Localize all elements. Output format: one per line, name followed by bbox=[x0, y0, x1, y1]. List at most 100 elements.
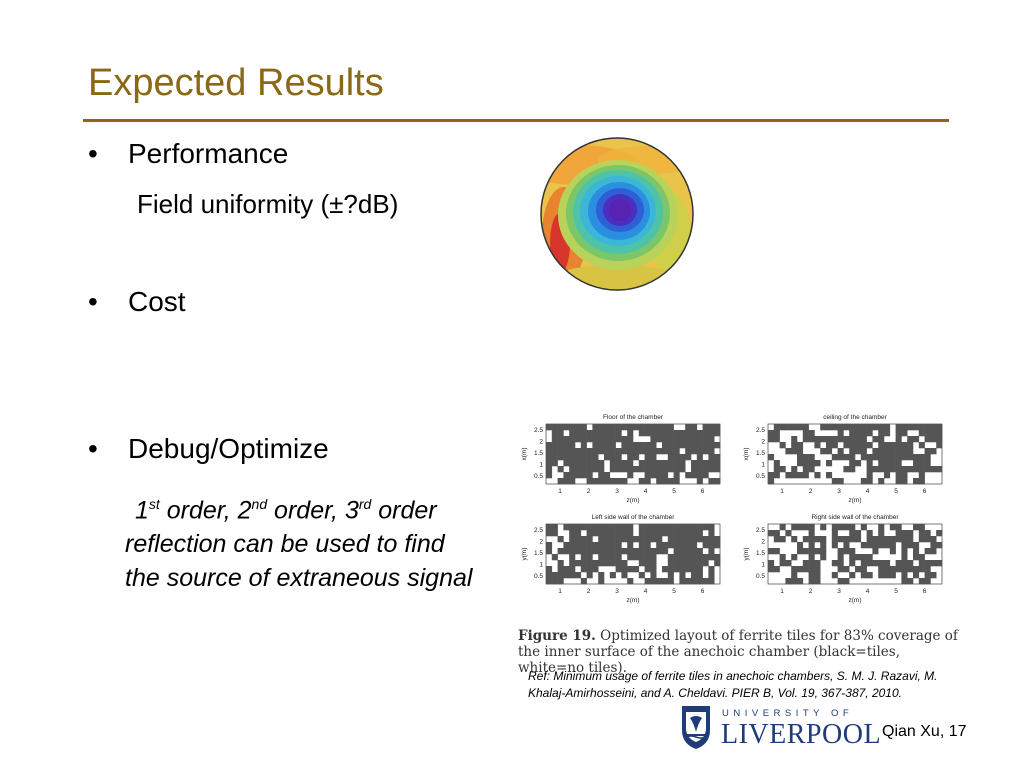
tile-cell bbox=[667, 478, 674, 485]
tile-cell bbox=[650, 436, 657, 443]
tile-cell bbox=[878, 566, 885, 573]
tile-cell bbox=[609, 454, 616, 461]
tile-cell bbox=[855, 536, 862, 543]
tile-cell bbox=[936, 430, 943, 437]
tile-cell bbox=[797, 566, 804, 573]
tile-cell bbox=[773, 566, 780, 573]
tile-cell bbox=[814, 578, 821, 585]
tile-cell bbox=[673, 560, 680, 567]
tile-cell bbox=[872, 466, 879, 473]
tile-cell bbox=[696, 442, 703, 449]
tile-cell bbox=[849, 554, 856, 561]
tile-cell bbox=[685, 542, 692, 549]
tile-cell bbox=[708, 566, 715, 573]
tile-cell bbox=[714, 466, 721, 473]
tile-cell bbox=[621, 524, 628, 531]
tile-cell bbox=[621, 466, 628, 473]
tile-cell bbox=[773, 460, 780, 467]
tile-cell bbox=[598, 448, 605, 455]
tile-cell bbox=[638, 442, 645, 449]
tile-cell bbox=[650, 524, 657, 531]
y-tick-label: 1.5 bbox=[534, 450, 543, 457]
tile-cell bbox=[656, 542, 663, 549]
tile-cell bbox=[860, 424, 867, 431]
tile-cell bbox=[546, 530, 553, 537]
tile-cell bbox=[679, 524, 686, 531]
x-tick-label: 5 bbox=[894, 488, 898, 495]
tile-cell bbox=[924, 578, 931, 585]
tile-cell bbox=[627, 524, 634, 531]
tile-cell bbox=[866, 472, 873, 479]
tile-cell bbox=[866, 442, 873, 449]
tile-cell bbox=[691, 548, 698, 555]
tile-cell bbox=[551, 572, 558, 579]
tile-cell bbox=[673, 554, 680, 561]
tile-cell bbox=[633, 442, 640, 449]
tile-cell bbox=[936, 436, 943, 443]
tile-cell bbox=[918, 472, 925, 479]
tile-cell bbox=[662, 448, 669, 455]
tile-cell bbox=[930, 548, 937, 555]
tile-cell bbox=[714, 478, 721, 485]
note-line-1: 1st order, 2nd order, 3rd order bbox=[135, 496, 437, 525]
tile-cell bbox=[901, 572, 908, 579]
tile-cell bbox=[604, 454, 611, 461]
tile-cell bbox=[849, 436, 856, 443]
tile-cell bbox=[889, 524, 896, 531]
tile-cell bbox=[621, 460, 628, 467]
tile-cell bbox=[884, 460, 891, 467]
tile-cell bbox=[779, 536, 786, 543]
tile-cell bbox=[609, 560, 616, 567]
tile-cell bbox=[575, 424, 582, 431]
tile-cell bbox=[662, 548, 669, 555]
tile-cell bbox=[696, 530, 703, 537]
tile-cell bbox=[569, 548, 576, 555]
tile-cell bbox=[872, 536, 879, 543]
x-tick-label: 3 bbox=[615, 488, 619, 495]
tile-cell bbox=[644, 536, 651, 543]
tile-cell bbox=[866, 424, 873, 431]
tile-cell bbox=[679, 454, 686, 461]
tile-cell bbox=[644, 460, 651, 467]
tile-cell bbox=[837, 566, 844, 573]
tile-cell bbox=[802, 524, 809, 531]
tile-cell bbox=[557, 466, 564, 473]
y-tick-label: 2 bbox=[539, 439, 543, 446]
tile-cell bbox=[569, 478, 576, 485]
tile-cell bbox=[580, 560, 587, 567]
y-tick-label: 1 bbox=[539, 562, 543, 569]
tile-cell bbox=[615, 524, 622, 531]
tile-cell bbox=[702, 524, 709, 531]
tile-cell bbox=[667, 424, 674, 431]
tile-cell bbox=[685, 530, 692, 537]
tile-cell bbox=[557, 454, 564, 461]
tile-cell bbox=[598, 466, 605, 473]
tile-cell bbox=[546, 424, 553, 431]
tile-cell bbox=[866, 572, 873, 579]
tile-cell bbox=[586, 454, 593, 461]
tile-cell bbox=[569, 436, 576, 443]
tile-cell bbox=[546, 566, 553, 573]
x-tick-label: 4 bbox=[866, 488, 870, 495]
tile-cell bbox=[691, 566, 698, 573]
tile-cell bbox=[569, 530, 576, 537]
tile-cell bbox=[860, 430, 867, 437]
tile-cell bbox=[656, 472, 663, 479]
note-line-3: the source of extraneous signal bbox=[125, 564, 473, 593]
x-tick-label: 6 bbox=[701, 488, 705, 495]
caption-label: Figure 19. bbox=[518, 628, 596, 644]
tile-cell bbox=[837, 554, 844, 561]
tile-cell bbox=[901, 430, 908, 437]
tile-cell bbox=[546, 460, 553, 467]
tile-cell bbox=[551, 524, 558, 531]
tile-cell bbox=[604, 442, 611, 449]
tile-cell bbox=[895, 560, 902, 567]
tile-cell bbox=[650, 460, 657, 467]
tile-cell bbox=[878, 466, 885, 473]
tile-cell bbox=[872, 454, 879, 461]
tile-cell bbox=[586, 554, 593, 561]
tile-cell bbox=[696, 554, 703, 561]
tile-cell bbox=[609, 478, 616, 485]
tile-cell bbox=[673, 466, 680, 473]
tile-cell bbox=[907, 542, 914, 549]
